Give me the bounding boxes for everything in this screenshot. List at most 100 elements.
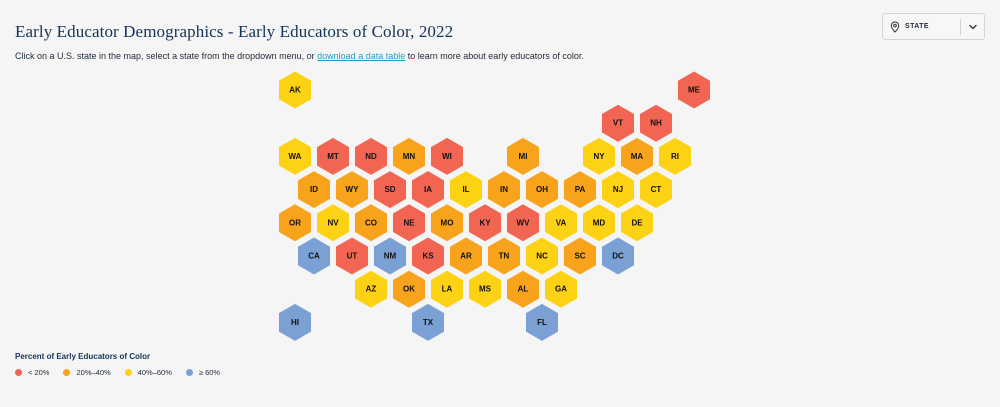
state-hex-shape[interactable] bbox=[506, 204, 540, 242]
state-hex-shape[interactable] bbox=[544, 204, 578, 242]
state-hex-co[interactable]: CO bbox=[354, 204, 388, 242]
state-hex-shape[interactable] bbox=[468, 270, 502, 308]
state-hex-ca[interactable]: CA bbox=[297, 237, 331, 275]
state-hex-shape[interactable] bbox=[487, 171, 521, 209]
state-hex-fl[interactable]: FL bbox=[525, 303, 559, 341]
state-hex-wa[interactable]: WA bbox=[278, 137, 312, 175]
state-hex-shape[interactable] bbox=[639, 171, 673, 209]
state-hex-ar[interactable]: AR bbox=[449, 237, 483, 275]
state-hex-shape[interactable] bbox=[677, 71, 711, 109]
state-hex-me[interactable]: ME bbox=[677, 71, 711, 109]
state-hex-al[interactable]: AL bbox=[506, 270, 540, 308]
state-hex-mn[interactable]: MN bbox=[392, 137, 426, 175]
state-hex-id[interactable]: ID bbox=[297, 171, 331, 209]
state-hex-shape[interactable] bbox=[354, 270, 388, 308]
state-hex-shape[interactable] bbox=[278, 303, 312, 341]
state-hex-shape[interactable] bbox=[430, 137, 464, 175]
state-hex-shape[interactable] bbox=[297, 171, 331, 209]
state-hex-shape[interactable] bbox=[506, 137, 540, 175]
state-hex-shape[interactable] bbox=[544, 270, 578, 308]
state-hex-ga[interactable]: GA bbox=[544, 270, 578, 308]
state-hex-or[interactable]: OR bbox=[278, 204, 312, 242]
state-hex-shape[interactable] bbox=[563, 171, 597, 209]
state-hex-shape[interactable] bbox=[487, 237, 521, 275]
state-hex-vt[interactable]: VT bbox=[601, 104, 635, 142]
state-hex-ky[interactable]: KY bbox=[468, 204, 502, 242]
state-hex-shape[interactable] bbox=[449, 171, 483, 209]
state-hex-nj[interactable]: NJ bbox=[601, 171, 635, 209]
state-hex-nc[interactable]: NC bbox=[525, 237, 559, 275]
state-hex-shape[interactable] bbox=[506, 270, 540, 308]
state-hex-ks[interactable]: KS bbox=[411, 237, 445, 275]
state-hex-shape[interactable] bbox=[525, 303, 559, 341]
state-hex-shape[interactable] bbox=[601, 104, 635, 142]
state-hex-tn[interactable]: TN bbox=[487, 237, 521, 275]
state-hex-mt[interactable]: MT bbox=[316, 137, 350, 175]
state-hex-shape[interactable] bbox=[392, 137, 426, 175]
state-hex-tx[interactable]: TX bbox=[411, 303, 445, 341]
state-hex-ak[interactable]: AK bbox=[278, 71, 312, 109]
state-hex-shape[interactable] bbox=[449, 237, 483, 275]
state-hex-shape[interactable] bbox=[278, 204, 312, 242]
state-hex-oh[interactable]: OH bbox=[525, 171, 559, 209]
state-hex-la[interactable]: LA bbox=[430, 270, 464, 308]
chevron-down-icon[interactable] bbox=[968, 22, 978, 32]
state-hex-ia[interactable]: IA bbox=[411, 171, 445, 209]
state-hex-mi[interactable]: MI bbox=[506, 137, 540, 175]
state-hex-shape[interactable] bbox=[525, 237, 559, 275]
state-hex-shape[interactable] bbox=[373, 171, 407, 209]
state-hex-shape[interactable] bbox=[620, 204, 654, 242]
state-hex-ms[interactable]: MS bbox=[468, 270, 502, 308]
state-hex-pa[interactable]: PA bbox=[563, 171, 597, 209]
state-hex-shape[interactable] bbox=[658, 137, 692, 175]
state-hex-shape[interactable] bbox=[297, 237, 331, 275]
state-hex-ma[interactable]: MA bbox=[620, 137, 654, 175]
state-hex-shape[interactable] bbox=[601, 171, 635, 209]
state-hex-il[interactable]: IL bbox=[449, 171, 483, 209]
state-hex-shape[interactable] bbox=[639, 104, 673, 142]
state-hex-shape[interactable] bbox=[373, 237, 407, 275]
state-hex-wy[interactable]: WY bbox=[335, 171, 369, 209]
state-hex-nd[interactable]: ND bbox=[354, 137, 388, 175]
state-hex-va[interactable]: VA bbox=[544, 204, 578, 242]
state-hex-sc[interactable]: SC bbox=[563, 237, 597, 275]
state-hex-wi[interactable]: WI bbox=[430, 137, 464, 175]
state-hex-sd[interactable]: SD bbox=[373, 171, 407, 209]
state-hex-md[interactable]: MD bbox=[582, 204, 616, 242]
state-hex-ok[interactable]: OK bbox=[392, 270, 426, 308]
state-hex-shape[interactable] bbox=[411, 237, 445, 275]
state-hex-shape[interactable] bbox=[354, 137, 388, 175]
state-hex-shape[interactable] bbox=[316, 204, 350, 242]
state-hex-shape[interactable] bbox=[582, 204, 616, 242]
state-hex-az[interactable]: AZ bbox=[354, 270, 388, 308]
state-hex-mo[interactable]: MO bbox=[430, 204, 464, 242]
state-hex-ny[interactable]: NY bbox=[582, 137, 616, 175]
state-hex-shape[interactable] bbox=[411, 303, 445, 341]
state-hex-shape[interactable] bbox=[601, 237, 635, 275]
state-hex-ct[interactable]: CT bbox=[639, 171, 673, 209]
state-hex-shape[interactable] bbox=[563, 237, 597, 275]
download-data-table-link[interactable]: download a data table bbox=[317, 51, 406, 61]
state-hex-ut[interactable]: UT bbox=[335, 237, 369, 275]
state-hex-shape[interactable] bbox=[411, 171, 445, 209]
state-dropdown[interactable]: STATE bbox=[882, 13, 985, 40]
state-hex-shape[interactable] bbox=[335, 171, 369, 209]
state-hex-nv[interactable]: NV bbox=[316, 204, 350, 242]
state-hex-ri[interactable]: RI bbox=[658, 137, 692, 175]
state-hex-shape[interactable] bbox=[392, 204, 426, 242]
state-hex-shape[interactable] bbox=[525, 171, 559, 209]
state-hex-shape[interactable] bbox=[392, 270, 426, 308]
state-hex-nm[interactable]: NM bbox=[373, 237, 407, 275]
state-hex-shape[interactable] bbox=[335, 237, 369, 275]
state-hex-shape[interactable] bbox=[430, 204, 464, 242]
state-hex-dc[interactable]: DC bbox=[601, 237, 635, 275]
state-hex-shape[interactable] bbox=[582, 137, 616, 175]
state-hex-nh[interactable]: NH bbox=[639, 104, 673, 142]
state-hex-in[interactable]: IN bbox=[487, 171, 521, 209]
state-hex-shape[interactable] bbox=[620, 137, 654, 175]
state-hex-wv[interactable]: WV bbox=[506, 204, 540, 242]
state-hex-ne[interactable]: NE bbox=[392, 204, 426, 242]
state-hex-shape[interactable] bbox=[278, 71, 312, 109]
state-hex-hi[interactable]: HI bbox=[278, 303, 312, 341]
state-hex-shape[interactable] bbox=[278, 137, 312, 175]
